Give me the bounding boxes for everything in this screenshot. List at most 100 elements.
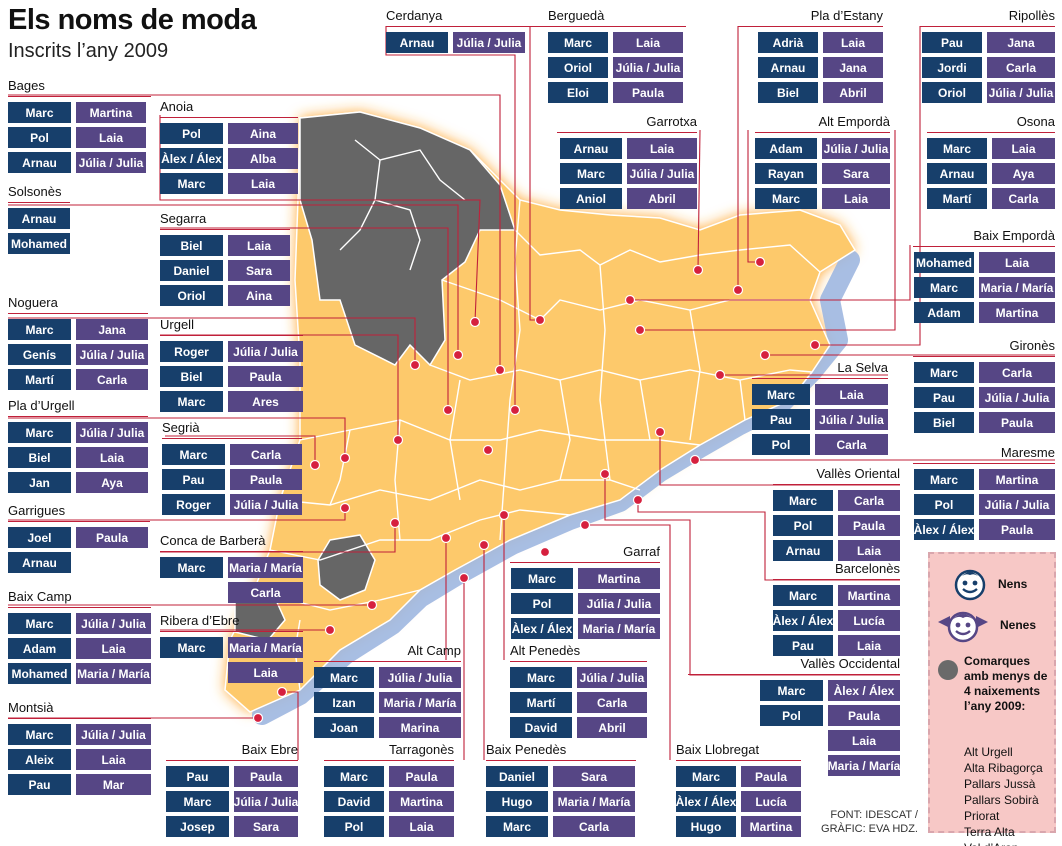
- girl-name: Carla: [992, 188, 1055, 209]
- boy-name: Oriol: [922, 82, 982, 103]
- girl-name: Laia: [823, 32, 883, 53]
- region-name: Anoia: [160, 99, 194, 114]
- boy-name: Marc: [8, 319, 71, 340]
- name-row: Adam Laia: [8, 638, 151, 659]
- girl-name: Júlia / Julia: [453, 32, 525, 53]
- girl-name: Aya: [76, 472, 148, 493]
- name-row: Roger Júlia / Julia: [160, 341, 303, 362]
- excluded-region-item: Terra Alta: [964, 825, 1015, 839]
- region-leader: [738, 26, 883, 27]
- name-rows: Adrià Laia Arnau Jana Biel Abril: [758, 32, 883, 107]
- girl-name: Laia: [613, 32, 683, 53]
- girl-name: Carla: [987, 57, 1055, 78]
- region-leader: [752, 378, 888, 379]
- name-row: Marc Carla: [162, 444, 302, 465]
- name-row: Àlex / Álex Paula: [914, 519, 1055, 540]
- region-name: Cerdanya: [386, 8, 443, 23]
- boy-name: Arnau: [773, 540, 833, 561]
- name-row: Pol Júlia / Julia: [914, 494, 1055, 515]
- name-row: Adam Martina: [914, 302, 1055, 323]
- boy-name: Marc: [548, 32, 608, 53]
- girl-name: Laia: [76, 638, 151, 659]
- boy-name: Joel: [8, 527, 71, 548]
- girl-face-icon: [938, 611, 988, 643]
- boy-name: Marc: [914, 277, 974, 298]
- girl-name: Maria / María: [76, 663, 151, 684]
- name-row: Hugo Martina: [676, 816, 801, 837]
- girl-name: Sara: [553, 766, 635, 787]
- boy-name: Pol: [8, 127, 71, 148]
- region-leader: [166, 760, 298, 761]
- name-row: Maria / María: [760, 755, 900, 776]
- name-rows: Pau Jana Jordi Carla Oriol Júlia / Julia: [922, 32, 1055, 107]
- region-name: Ripollès: [1008, 8, 1055, 23]
- girl-name: Paula: [234, 766, 298, 787]
- name-row: Pau Paula: [162, 469, 302, 490]
- region-leader: [160, 551, 303, 552]
- boy-name: Marc: [8, 422, 71, 443]
- boy-name: Marc: [510, 667, 572, 688]
- excluded-region-item: Val d’Aran: [964, 840, 1043, 846]
- boy-name: Aleix: [8, 749, 71, 770]
- name-row: Joel Paula: [8, 527, 148, 548]
- region-name: Maresme: [1000, 445, 1055, 460]
- name-row: Aniol Abril: [560, 188, 697, 209]
- name-rows: Marc Maria / María Laia: [160, 637, 303, 687]
- name-row: Pol Carla: [752, 434, 888, 455]
- name-row: Adrià Laia: [758, 32, 883, 53]
- region-name: Solsonès: [8, 184, 62, 199]
- boy-name: Marc: [773, 585, 833, 606]
- girl-name: Martina: [76, 102, 146, 123]
- region-leader: [160, 335, 303, 336]
- region-leader: [386, 26, 554, 27]
- girl-name: Laia: [828, 730, 900, 751]
- name-row: Marc Carla: [773, 490, 900, 511]
- name-row: Marc Júlia / Julia: [8, 613, 151, 634]
- name-row: Jordi Carla: [922, 57, 1055, 78]
- name-row: Biel Laia: [8, 447, 148, 468]
- girl-name: Laia: [815, 384, 888, 405]
- name-row: Pol Paula: [773, 515, 900, 536]
- name-row: Marc Martina: [773, 585, 900, 606]
- girl-name: Alba: [228, 148, 298, 169]
- name-row: Daniel Sara: [486, 766, 635, 787]
- region-name: Garrotxa: [646, 114, 697, 129]
- boy-name: Marc: [8, 724, 71, 745]
- region-name: Segarra: [160, 211, 207, 226]
- girl-name: Júlia / Julia: [577, 667, 647, 688]
- girl-name: Júlia / Julia: [228, 341, 303, 362]
- legend: Nens Nenes Comarques amb menys de 4 naix…: [928, 552, 1056, 846]
- girl-name: Júlia / Julia: [815, 409, 888, 430]
- excluded-region-item: Alta Ribagorça: [964, 761, 1043, 775]
- region-name: Pla d’Estany: [810, 8, 883, 23]
- boy-name: Pol: [511, 593, 573, 614]
- girl-name: Júlia / Julia: [76, 422, 148, 443]
- name-rows: Marc Carla Pau Paula Roger Júlia / Julia: [162, 444, 302, 519]
- name-rows: Marc Carla Pau Júlia / Julia Biel Paula: [914, 362, 1055, 437]
- map-pins: [252, 256, 821, 724]
- name-row: Josep Sara: [166, 816, 298, 837]
- name-row: Àlex / Álex Maria / María: [511, 618, 660, 639]
- name-row: Àlex / Álex Lucía: [676, 791, 801, 812]
- boy-name: Daniel: [486, 766, 548, 787]
- boy-name: Arnau: [8, 552, 71, 573]
- name-row: Hugo Maria / María: [486, 791, 635, 812]
- name-row: Biel Paula: [160, 366, 303, 387]
- girl-name: Carla: [815, 434, 888, 455]
- name-row: Arnau: [8, 552, 148, 573]
- boy-name: Biel: [758, 82, 818, 103]
- girl-name: Júlia / Julia: [76, 152, 146, 173]
- boy-name: Arnau: [927, 163, 987, 184]
- excluded-region-item: Priorat: [964, 809, 1000, 823]
- excluded-marker-icon: [938, 660, 958, 680]
- name-row: Martí Carla: [8, 369, 148, 390]
- region-leader: [548, 26, 686, 27]
- boy-name: Adam: [755, 138, 817, 159]
- region-leader: [773, 484, 900, 485]
- name-rows: Pol Aina Àlex / Álex Alba Marc Laia: [160, 123, 298, 198]
- credits: FONT: IDESCAT / GRÀFIC: EVA HDZ.: [818, 808, 918, 836]
- name-row: Marc Júlia / Julia: [560, 163, 697, 184]
- region-name: Osona: [1016, 114, 1055, 129]
- girl-name: Laia: [76, 749, 151, 770]
